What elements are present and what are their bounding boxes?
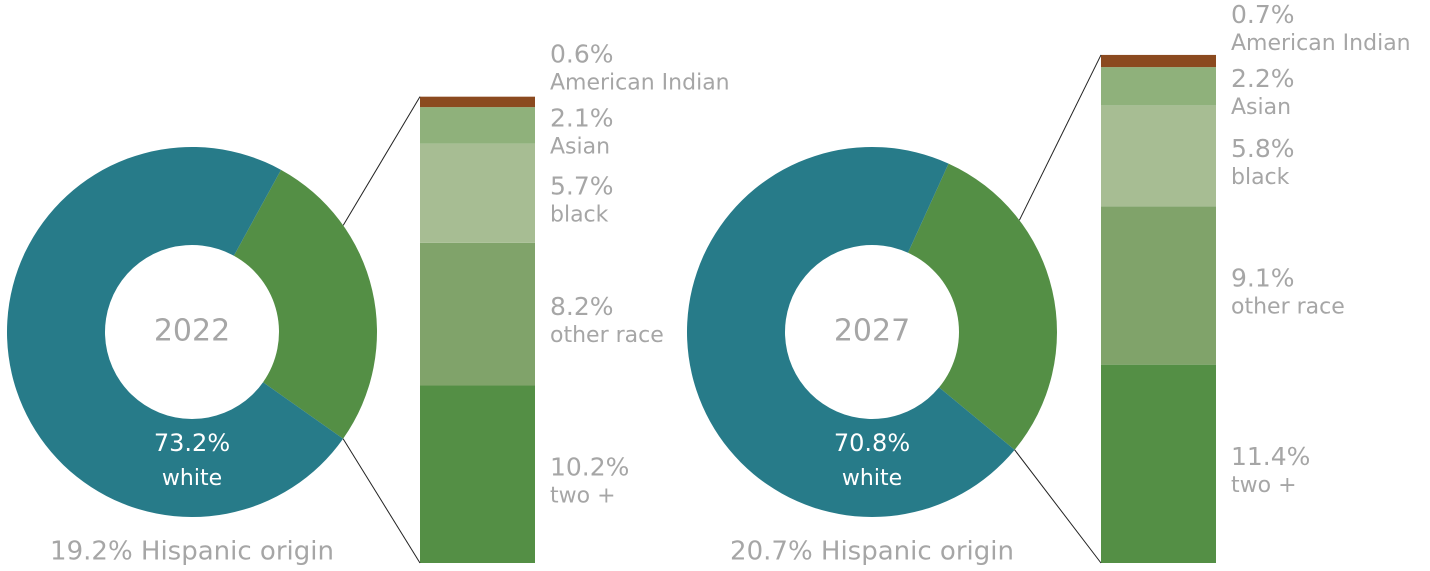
slice-value-label: 70.8%: [834, 429, 910, 457]
bar-segment: [1101, 67, 1216, 106]
bar-segment: [1101, 54, 1216, 68]
segment-value-label: 2.2%: [1231, 64, 1295, 93]
segment-value-label: 0.6%: [550, 39, 614, 68]
segment-value-label: 10.2%: [550, 452, 629, 481]
bar-segment: [1101, 364, 1216, 563]
segment-name-label: black: [1231, 165, 1290, 190]
segment-value-label: 11.4%: [1231, 442, 1310, 471]
segment-name-label: black: [550, 202, 609, 227]
segment-name-label: American Indian: [1231, 31, 1411, 56]
bar-segment: [420, 143, 535, 243]
bar-segment: [1101, 206, 1216, 365]
connector: [342, 438, 421, 564]
donut-slice: [7, 146, 344, 517]
breakdown-slice: [907, 163, 1057, 450]
segment-value-label: 5.8%: [1231, 134, 1295, 163]
breakdown-slice: [233, 169, 378, 439]
bar-segment: [1101, 105, 1216, 207]
center-label: 2027: [834, 314, 910, 349]
segment-name-label: Asian: [550, 134, 610, 159]
bar-segment: [420, 96, 535, 108]
slice-value-label: 73.2%: [154, 429, 230, 457]
segment-name-label: other race: [1231, 294, 1345, 319]
connector: [1018, 54, 1102, 221]
segment-name-label: American Indian: [550, 70, 730, 95]
bar-segment: [420, 107, 535, 144]
note: 20.7% Hispanic origin: [730, 537, 1014, 567]
connector: [342, 96, 421, 226]
segment-value-label: 8.2%: [550, 292, 614, 321]
bar-segment: [420, 242, 535, 386]
segment-value-label: 2.1%: [550, 103, 614, 132]
slice-name-label: white: [162, 466, 222, 491]
segment-name-label: other race: [550, 323, 664, 348]
center-label: 2022: [154, 314, 230, 349]
connector: [1014, 449, 1102, 564]
segment-value-label: 9.1%: [1231, 263, 1295, 292]
donut-slice: [686, 146, 1015, 517]
slice-name-label: white: [842, 466, 902, 491]
segment-name-label: two +: [1231, 473, 1297, 498]
note: 19.2% Hispanic origin: [50, 537, 334, 567]
bar-segment: [420, 385, 535, 563]
segment-name-label: two +: [550, 483, 616, 508]
segment-value-label: 0.7%: [1231, 0, 1295, 29]
segment-name-label: Asian: [1231, 95, 1291, 120]
segment-value-label: 5.7%: [550, 171, 614, 200]
